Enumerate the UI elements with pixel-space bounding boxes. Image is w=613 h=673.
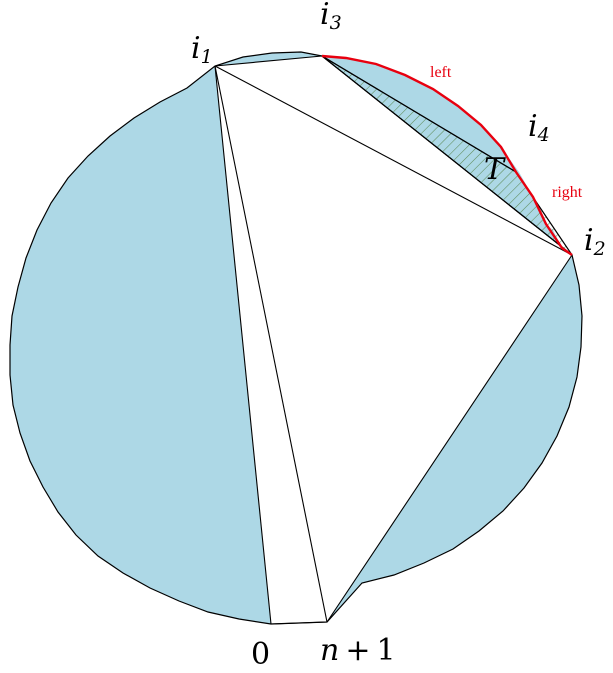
diagonal-0-n1 (270, 621, 328, 625)
outer-polygon (9, 51, 583, 625)
diagonals (214, 55, 573, 625)
diagonal-i1-0 (214, 65, 272, 625)
label-n-plus-1: n +1 (320, 633, 396, 668)
arc-label-left: left (430, 64, 452, 81)
arc-label-right: right (552, 184, 583, 201)
diagonal-i1-i3 (214, 55, 323, 67)
white-pentagon (215, 56, 572, 624)
diagonal-i2-n1 (326, 254, 573, 623)
label-T: T (484, 152, 506, 187)
label-i4: i4 (528, 109, 550, 146)
interior-white (215, 56, 572, 624)
label-i3: i3 (320, 0, 342, 34)
label-zero: 0 (251, 637, 270, 672)
highlighted-chain (321, 54, 573, 256)
diagonal-i1-n1 (214, 65, 328, 623)
left-shaded-region (10, 66, 271, 624)
diagonal-i3-i2 (321, 55, 573, 256)
diagonal-i3-i4 (321, 55, 517, 173)
right-shaded-region (327, 255, 582, 622)
label-i2: i2 (584, 223, 606, 260)
label-i1: i1 (191, 31, 213, 68)
diagonal-i1-i2 (214, 65, 573, 256)
top-shaded-region (215, 52, 322, 66)
